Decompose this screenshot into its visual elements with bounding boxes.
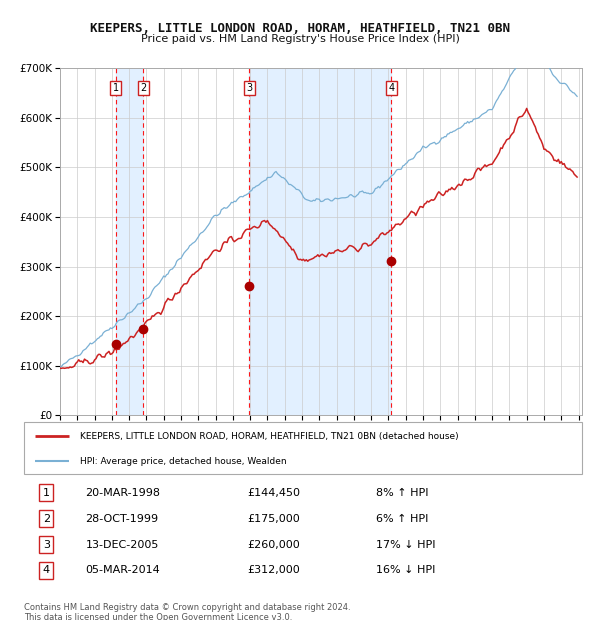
Text: KEEPERS, LITTLE LONDON ROAD, HORAM, HEATHFIELD, TN21 0BN: KEEPERS, LITTLE LONDON ROAD, HORAM, HEAT… (90, 22, 510, 35)
Text: KEEPERS, LITTLE LONDON ROAD, HORAM, HEATHFIELD, TN21 0BN (detached house): KEEPERS, LITTLE LONDON ROAD, HORAM, HEAT… (80, 432, 458, 441)
Text: 20-MAR-1998: 20-MAR-1998 (85, 488, 160, 498)
Text: 13-DEC-2005: 13-DEC-2005 (85, 539, 159, 549)
Text: £260,000: £260,000 (247, 539, 300, 549)
Text: Price paid vs. HM Land Registry's House Price Index (HPI): Price paid vs. HM Land Registry's House … (140, 34, 460, 44)
Text: 1: 1 (113, 83, 119, 93)
Text: 05-MAR-2014: 05-MAR-2014 (85, 565, 160, 575)
Text: 4: 4 (388, 83, 394, 93)
Text: 2: 2 (140, 83, 146, 93)
Text: 1: 1 (43, 488, 50, 498)
Text: 3: 3 (43, 539, 50, 549)
Text: 6% ↑ HPI: 6% ↑ HPI (376, 513, 428, 524)
Text: Contains HM Land Registry data © Crown copyright and database right 2024.
This d: Contains HM Land Registry data © Crown c… (24, 603, 350, 620)
Bar (250, 68, 391, 415)
Text: 17% ↓ HPI: 17% ↓ HPI (376, 539, 435, 549)
Bar (116, 68, 143, 415)
Text: £175,000: £175,000 (247, 513, 300, 524)
Text: 2: 2 (43, 513, 50, 524)
Text: 8% ↑ HPI: 8% ↑ HPI (376, 488, 428, 498)
Text: £312,000: £312,000 (247, 565, 300, 575)
Text: 28-OCT-1999: 28-OCT-1999 (85, 513, 158, 524)
Text: 4: 4 (43, 565, 50, 575)
FancyBboxPatch shape (24, 422, 582, 474)
Text: HPI: Average price, detached house, Wealden: HPI: Average price, detached house, Weal… (80, 456, 286, 466)
Text: 16% ↓ HPI: 16% ↓ HPI (376, 565, 435, 575)
Text: 3: 3 (247, 83, 253, 93)
Text: £144,450: £144,450 (247, 488, 300, 498)
